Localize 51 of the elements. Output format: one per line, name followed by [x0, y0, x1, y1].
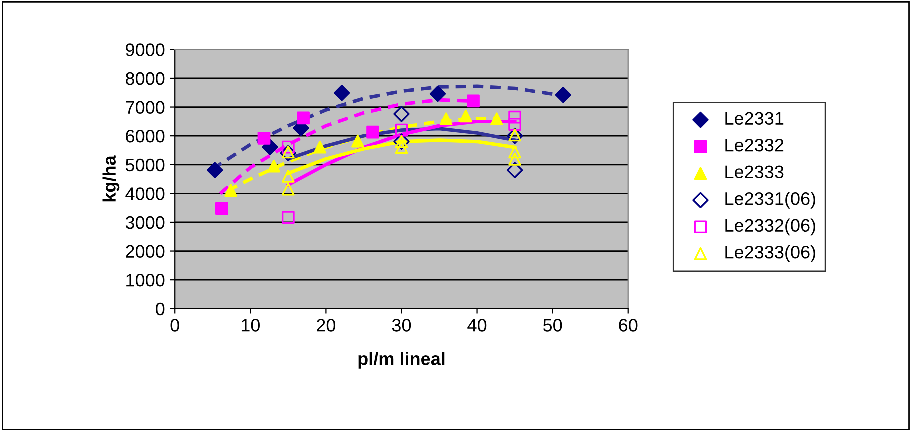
x-tick-label: 50: [544, 319, 562, 332]
y-tick-label: 3000: [126, 216, 165, 230]
x-tick-label: 60: [619, 319, 638, 332]
point: [430, 86, 446, 102]
y-tick-label: 6000: [126, 130, 165, 143]
y-tick-label: 1000: [126, 274, 165, 287]
point: [508, 146, 522, 159]
legend-label: Le2332(06): [726, 218, 816, 236]
y-tick-label: 4000: [126, 188, 165, 200]
point: [314, 140, 327, 154]
x-tick-label: 40: [468, 319, 487, 332]
point: [460, 110, 472, 123]
point: [351, 134, 364, 148]
point: [282, 182, 295, 196]
y-tick-label: 8000: [126, 72, 165, 86]
point: [506, 162, 524, 178]
point: [508, 118, 522, 131]
point: [394, 106, 410, 122]
point: [297, 112, 310, 125]
point: [366, 126, 380, 139]
legend-label: Le2331: [726, 112, 784, 125]
x-tick-label: 0: [170, 319, 180, 332]
legend-label: Le2333: [726, 166, 784, 179]
y-tick-label: 7000: [126, 101, 165, 114]
point: [224, 184, 238, 197]
point: [440, 112, 453, 126]
y-tick-label: 2000: [126, 245, 165, 258]
point: [508, 110, 522, 124]
point: [555, 87, 572, 104]
point: [282, 170, 295, 183]
y-tick-label: 9000: [126, 44, 165, 56]
point: [508, 152, 522, 166]
x-axis-title: pl/m lineal: [358, 352, 445, 369]
legend-label: Le2331(06): [726, 192, 816, 209]
point: [258, 132, 271, 145]
x-tick-label: 10: [242, 319, 260, 332]
point: [282, 211, 295, 224]
x-tick-label: 20: [317, 319, 336, 332]
point: [216, 202, 228, 216]
point: [268, 160, 280, 173]
point: [207, 162, 224, 178]
point: [334, 85, 350, 102]
y-axis-title: kg/ha: [102, 156, 120, 202]
x-tick-label: 30: [392, 319, 412, 332]
y-tick-label: 0: [156, 302, 165, 316]
point: [395, 124, 408, 137]
legend-label: Le2332: [726, 138, 784, 152]
point: [467, 94, 480, 108]
y-tick-label: 5000: [126, 158, 165, 172]
point: [490, 112, 504, 126]
legend-label: Le2333(06): [726, 246, 816, 262]
